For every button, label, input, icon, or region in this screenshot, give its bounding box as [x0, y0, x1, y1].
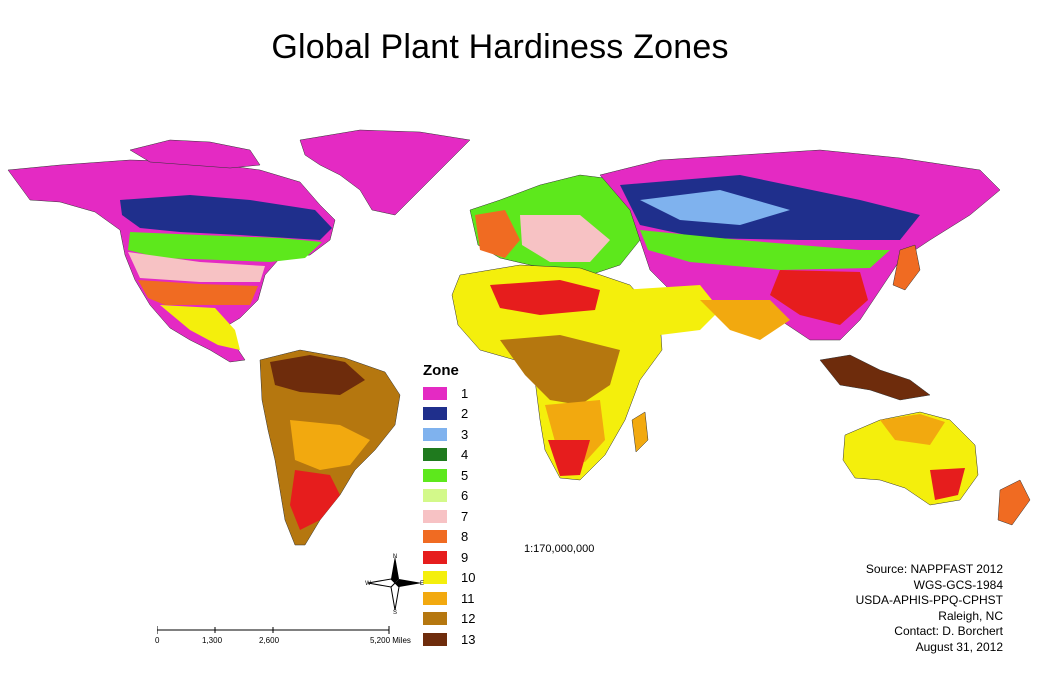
source-line: Raleigh, NC	[938, 608, 1003, 623]
compass-rose: N E S W	[364, 552, 426, 619]
legend-label: 7	[461, 508, 469, 524]
arctic-islands	[129, 139, 261, 169]
legend-swatch	[423, 612, 447, 626]
legend-label: 12	[461, 611, 476, 627]
compass-e: E	[420, 581, 424, 587]
legend-swatch	[423, 530, 447, 544]
scale-label-2600: 2,600	[259, 636, 280, 645]
south-america-zone9	[290, 470, 340, 530]
legend-swatch	[423, 489, 447, 503]
legend-item: 4	[423, 445, 475, 466]
legend-swatch	[423, 386, 447, 400]
new-zealand	[997, 479, 1031, 526]
legend-item: 8	[423, 527, 475, 548]
legend-label: 2	[461, 406, 469, 422]
south-america-zone11	[290, 420, 370, 470]
legend-item: 9	[423, 547, 475, 568]
zone-legend: Zone 1 2 3 4 5 6 7 8 9 10 11 12 13	[423, 362, 475, 650]
legend-label: 5	[461, 467, 469, 483]
legend-item: 7	[423, 506, 475, 527]
legend-label: 1	[461, 385, 469, 401]
legend-item: 12	[423, 609, 475, 630]
europe-zone7	[520, 215, 610, 262]
legend-title: Zone	[423, 362, 459, 379]
legend-item: 11	[423, 588, 475, 609]
legend-item: 13	[423, 629, 475, 650]
legend-swatch	[423, 571, 447, 585]
legend-label: 10	[461, 570, 476, 586]
legend-swatch	[423, 448, 447, 462]
legend-label: 11	[461, 590, 475, 606]
legend-label: 13	[461, 631, 476, 647]
legend-swatch	[423, 407, 447, 421]
legend-item: 10	[423, 568, 475, 589]
madagascar	[631, 411, 649, 453]
legend-swatch	[423, 427, 447, 441]
north-america-zone5	[128, 232, 322, 262]
source-line: Contact: D. Borchert	[894, 624, 1003, 638]
legend-swatch	[423, 550, 447, 564]
legend-item: 2	[423, 404, 475, 425]
japan	[892, 244, 921, 291]
legend-label: 4	[461, 447, 469, 463]
asia-zone5	[640, 230, 890, 270]
asia-zone9	[770, 270, 868, 325]
legend-label: 3	[461, 426, 469, 442]
scale-label-5200: 5,200 Miles	[370, 636, 411, 645]
legend-swatch	[423, 591, 447, 605]
north-america-zone2	[120, 195, 332, 240]
source-line: Source: NAPPFAST 2012	[865, 562, 1003, 576]
legend-item: 6	[423, 486, 475, 507]
compass-n: N	[393, 554, 397, 560]
europe-zone8	[475, 210, 520, 258]
legend-label: 8	[461, 529, 469, 545]
legend-label: 9	[461, 549, 469, 565]
legend-swatch	[423, 632, 447, 646]
asia-zone10	[620, 285, 720, 335]
africa-zone9	[490, 280, 600, 315]
legend-item: 5	[423, 465, 475, 486]
legend-item: 1	[423, 383, 475, 404]
north-america-zone10	[160, 305, 240, 350]
africa-zone12	[500, 335, 620, 405]
legend-swatch	[423, 468, 447, 482]
scale-ratio: 1:170,000,000	[524, 543, 595, 555]
australia-zone9	[930, 468, 965, 500]
source-line: WGS-GCS-1984	[913, 577, 1003, 592]
asia-zone11	[700, 300, 790, 340]
map-title: Global Plant Hardiness Zones	[271, 28, 729, 66]
southeast-asia-islands	[819, 354, 931, 401]
source-line: USDA-APHIS-PPQ-CPHST	[855, 593, 1003, 607]
source-block: Source: NAPPFAST 2012 WGS-GCS-1984 USDA-…	[856, 562, 1003, 655]
north-america-zone8	[138, 280, 258, 305]
legend-swatch	[423, 509, 447, 523]
australia-zone11	[880, 414, 945, 445]
south-america-zone13	[270, 355, 365, 395]
legend-item: 3	[423, 424, 475, 445]
compass-s: S	[393, 610, 397, 614]
north-america-zone7	[128, 252, 265, 282]
greenland	[299, 129, 471, 216]
africa-zone9-south	[548, 440, 590, 476]
scale-bar	[157, 626, 390, 634]
source-line: August 31, 2012	[915, 639, 1003, 654]
scale-label-1300: 1,300	[202, 636, 223, 645]
legend-label: 6	[461, 488, 469, 504]
compass-w: W	[365, 581, 371, 587]
asia-zone3	[640, 190, 790, 225]
scale-label-0: 0	[155, 636, 160, 645]
